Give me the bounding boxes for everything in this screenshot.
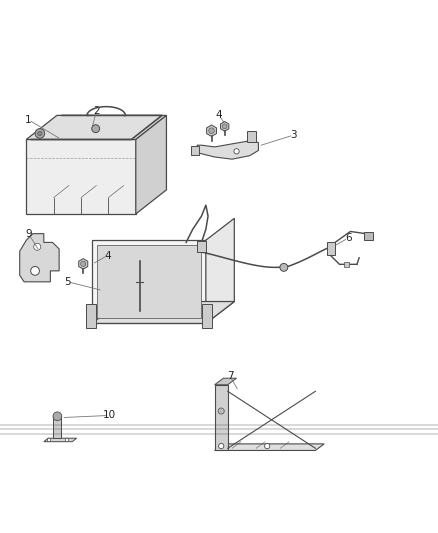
Text: 6: 6: [345, 233, 352, 243]
Circle shape: [38, 131, 42, 135]
Bar: [197, 241, 206, 252]
Circle shape: [92, 125, 99, 133]
Polygon shape: [92, 302, 234, 324]
Circle shape: [218, 408, 224, 414]
Polygon shape: [44, 438, 77, 442]
Circle shape: [53, 412, 62, 421]
Polygon shape: [197, 141, 258, 159]
Circle shape: [34, 243, 41, 251]
Polygon shape: [97, 246, 201, 318]
Text: 7: 7: [226, 371, 233, 381]
Bar: [344, 262, 349, 266]
Circle shape: [234, 149, 239, 154]
Bar: [327, 241, 335, 255]
Polygon shape: [86, 304, 96, 328]
Text: 5: 5: [64, 277, 71, 287]
Text: 4: 4: [104, 251, 111, 261]
Circle shape: [65, 438, 69, 442]
Bar: [53, 416, 61, 438]
Circle shape: [35, 128, 45, 138]
Circle shape: [31, 266, 39, 275]
Polygon shape: [215, 385, 228, 450]
Polygon shape: [202, 304, 212, 328]
Polygon shape: [220, 122, 229, 131]
Circle shape: [280, 263, 288, 271]
Polygon shape: [191, 146, 199, 155]
Circle shape: [81, 261, 86, 266]
Circle shape: [223, 124, 227, 129]
Polygon shape: [207, 125, 216, 136]
Polygon shape: [20, 233, 59, 282]
Polygon shape: [215, 444, 324, 450]
Text: 9: 9: [25, 229, 32, 239]
Circle shape: [219, 443, 224, 449]
Polygon shape: [26, 115, 166, 140]
Text: 1: 1: [25, 115, 32, 125]
Polygon shape: [215, 378, 237, 385]
Polygon shape: [136, 115, 166, 214]
Text: 4: 4: [215, 110, 223, 120]
Polygon shape: [79, 259, 88, 269]
Bar: [364, 232, 373, 240]
Text: 10: 10: [103, 410, 116, 421]
Text: 3: 3: [290, 130, 297, 140]
Text: 2: 2: [93, 106, 100, 116]
Circle shape: [208, 128, 215, 134]
Polygon shape: [206, 219, 234, 324]
Polygon shape: [92, 240, 206, 324]
Circle shape: [47, 438, 51, 442]
Circle shape: [265, 443, 270, 449]
Polygon shape: [247, 131, 256, 142]
Polygon shape: [26, 140, 136, 214]
